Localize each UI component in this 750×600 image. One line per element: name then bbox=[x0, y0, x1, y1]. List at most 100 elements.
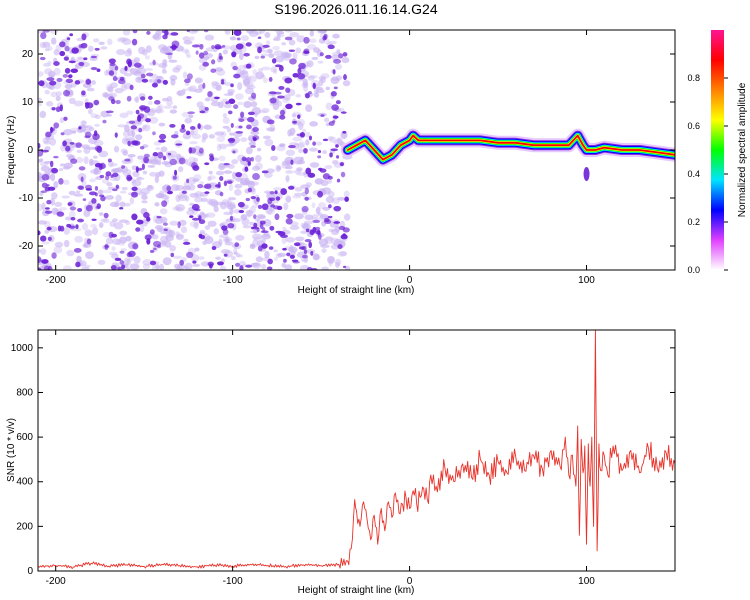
noise-blob bbox=[268, 91, 277, 95]
noise-blob bbox=[122, 130, 130, 138]
noise-blob bbox=[194, 145, 201, 150]
noise-blob bbox=[308, 38, 317, 44]
noise-blob bbox=[295, 47, 302, 54]
noise-blob bbox=[298, 246, 305, 250]
noise-blob bbox=[172, 175, 177, 180]
colorbar-tick-label: 0.4 bbox=[687, 169, 700, 179]
noise-blob bbox=[171, 40, 180, 48]
noise-blob bbox=[58, 168, 64, 172]
noise-blob bbox=[269, 197, 276, 202]
noise-blob bbox=[277, 100, 283, 107]
noise-blob bbox=[261, 107, 270, 113]
noise-blob bbox=[170, 252, 175, 258]
noise-blob bbox=[270, 66, 277, 73]
noise-blob bbox=[119, 190, 127, 194]
noise-blob bbox=[223, 211, 232, 216]
noise-blob bbox=[306, 266, 313, 270]
noise-blob bbox=[90, 224, 97, 228]
noise-blob bbox=[289, 254, 295, 259]
noise-blob bbox=[38, 102, 43, 107]
noise-blob bbox=[335, 100, 341, 105]
noise-blob bbox=[121, 264, 126, 270]
noise-blob bbox=[279, 109, 286, 116]
noise-blob bbox=[100, 195, 106, 202]
noise-blob bbox=[68, 60, 76, 64]
noise-blob bbox=[84, 251, 94, 259]
noise-blob bbox=[335, 75, 343, 81]
noise-blob bbox=[280, 234, 288, 239]
noise-blob bbox=[142, 263, 151, 270]
noise-blob bbox=[46, 199, 52, 205]
noise-blob bbox=[229, 132, 235, 136]
noise-blob bbox=[313, 92, 320, 98]
noise-blob bbox=[220, 131, 227, 137]
noise-blob bbox=[318, 167, 323, 171]
noise-blob bbox=[121, 186, 128, 191]
noise-blob bbox=[188, 114, 194, 119]
noise-blob bbox=[284, 264, 293, 270]
noise-blob bbox=[222, 112, 228, 119]
x-tick-label: 0 bbox=[407, 275, 413, 286]
noise-blob bbox=[159, 208, 168, 215]
noise-blob bbox=[313, 254, 321, 261]
noise-blob bbox=[159, 133, 167, 140]
noise-blob bbox=[131, 178, 137, 184]
noise-blob bbox=[85, 184, 93, 190]
noise-blob bbox=[169, 158, 178, 166]
noise-blob bbox=[202, 82, 206, 89]
noise-blob bbox=[204, 34, 215, 41]
noise-blob bbox=[154, 175, 160, 184]
noise-blob bbox=[152, 131, 156, 136]
noise-blob bbox=[299, 131, 306, 138]
noise-blob bbox=[194, 208, 201, 212]
noise-blob bbox=[60, 132, 65, 136]
noise-blob bbox=[298, 121, 304, 130]
noise-blob bbox=[142, 124, 151, 132]
noise-blob bbox=[298, 62, 306, 70]
noise-blob bbox=[295, 94, 302, 98]
noise-blob bbox=[233, 208, 241, 214]
noise-blob bbox=[221, 79, 225, 83]
noise-blob bbox=[289, 225, 300, 231]
noise-blob bbox=[262, 227, 266, 233]
noise-blob bbox=[77, 208, 83, 213]
noise-blob bbox=[63, 89, 71, 97]
noise-blob bbox=[210, 68, 217, 73]
noise-blob bbox=[105, 171, 112, 177]
noise-blob bbox=[192, 178, 200, 183]
noise-blob bbox=[215, 170, 225, 176]
noise-blob bbox=[148, 79, 153, 83]
noise-blob bbox=[73, 193, 84, 197]
noise-blob bbox=[296, 167, 303, 172]
noise-blob bbox=[54, 201, 63, 207]
noise-blob bbox=[286, 252, 291, 257]
noise-blob bbox=[216, 135, 226, 143]
noise-blob bbox=[181, 123, 185, 130]
noise-blob bbox=[319, 52, 324, 57]
noise-blob bbox=[127, 153, 136, 158]
noise-blob bbox=[250, 145, 257, 148]
noise-blob bbox=[340, 171, 346, 178]
noise-blob bbox=[271, 93, 276, 99]
noise-blob bbox=[100, 46, 108, 50]
noise-blob bbox=[50, 91, 58, 98]
noise-blob bbox=[141, 194, 148, 200]
noise-blob bbox=[84, 135, 91, 139]
noise-blob bbox=[249, 244, 256, 250]
noise-blob bbox=[261, 243, 268, 249]
noise-blob bbox=[38, 158, 44, 163]
noise-blob bbox=[143, 156, 149, 164]
noise-blob bbox=[222, 116, 230, 124]
noise-blob bbox=[143, 153, 150, 158]
noise-blob bbox=[149, 260, 157, 266]
noise-blob bbox=[235, 172, 243, 178]
noise-blob bbox=[118, 219, 129, 223]
noise-blob bbox=[250, 130, 260, 136]
noise-blob bbox=[277, 252, 287, 257]
noise-blob bbox=[157, 44, 167, 51]
noise-blob bbox=[109, 62, 116, 67]
noise-blob bbox=[53, 246, 63, 254]
noise-blob bbox=[152, 59, 156, 66]
noise-blob bbox=[110, 82, 118, 89]
noise-blob bbox=[224, 238, 230, 242]
